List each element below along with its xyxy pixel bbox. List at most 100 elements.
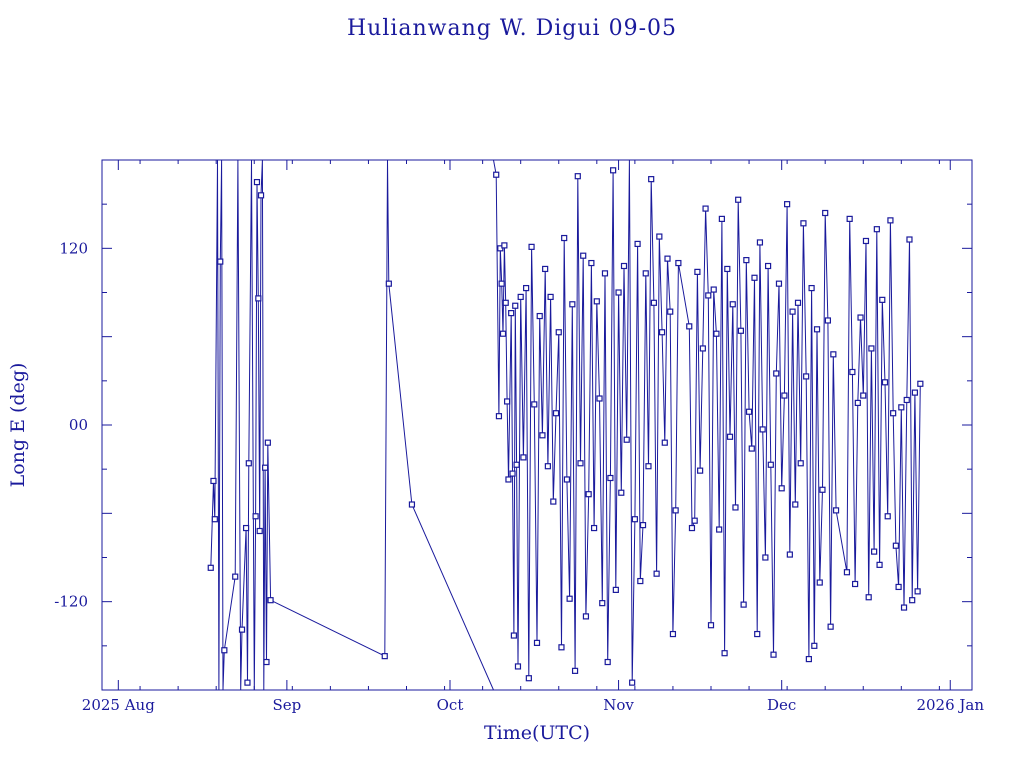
data-point (612, 586, 619, 593)
data-point (221, 647, 228, 654)
data-point (775, 280, 783, 287)
data-point (830, 351, 837, 358)
data-point (256, 527, 263, 535)
series-line (493, 160, 921, 683)
data-point (211, 516, 218, 523)
data-point (495, 413, 503, 420)
data-point (596, 395, 603, 402)
data-point (585, 491, 592, 498)
data-point (721, 650, 728, 657)
axis-ticks (101, 159, 972, 691)
data-point (590, 524, 598, 532)
data-point (514, 663, 522, 670)
data-point (816, 579, 823, 586)
data-point (656, 233, 663, 240)
data-point (513, 461, 520, 468)
data-point (588, 259, 595, 267)
data-point (536, 312, 543, 320)
data-point (244, 679, 251, 686)
data-point (873, 226, 880, 233)
data-point (523, 284, 530, 292)
data-point (653, 570, 660, 577)
data-point (245, 460, 252, 467)
data-point (862, 237, 870, 245)
data-point (786, 551, 793, 558)
data-point (868, 345, 875, 352)
data-point (857, 314, 864, 321)
data-point (688, 524, 696, 532)
data-point (509, 470, 516, 477)
data-point (794, 299, 802, 306)
data-point (849, 368, 856, 376)
data-point (675, 259, 682, 267)
data-point (724, 265, 731, 273)
data-point (697, 467, 704, 474)
data-point (745, 408, 753, 415)
data-point (550, 498, 557, 505)
data-point (743, 257, 750, 264)
data-point (903, 396, 910, 404)
x-tick-label: Nov (603, 696, 634, 714)
data-point (792, 501, 799, 508)
data-point (773, 370, 780, 377)
y-tick-label: 120 (59, 239, 88, 257)
data-point (385, 280, 392, 287)
data-point (604, 658, 611, 666)
data-point (618, 489, 625, 496)
data-point (517, 293, 524, 301)
data-point (499, 330, 507, 337)
data-point (781, 392, 788, 399)
data-point (569, 301, 576, 308)
data-point (210, 477, 217, 485)
data-point (501, 242, 508, 249)
data-point (686, 323, 693, 330)
data-point (555, 329, 562, 336)
data-point (762, 554, 769, 561)
data-point (408, 501, 416, 508)
data-point (865, 594, 872, 601)
chart-title: Hulianwang W. Digui 09-05 (346, 16, 678, 41)
data-point (255, 295, 262, 302)
data-point (252, 513, 259, 520)
data-point (759, 426, 766, 433)
data-point (539, 432, 546, 439)
data-point (503, 398, 511, 405)
data-point (637, 577, 644, 585)
series-lines (210, 160, 921, 690)
data-point (764, 262, 772, 270)
data-point (854, 399, 861, 407)
data-point (822, 209, 829, 217)
data-point (558, 644, 565, 651)
y-axis-label: Long E (deg) (7, 363, 29, 488)
x-tick-label: Oct (437, 696, 464, 714)
data-point (623, 436, 630, 443)
data-point (582, 613, 590, 620)
data-point (702, 205, 709, 212)
data-point (754, 630, 761, 638)
data-point (577, 460, 584, 467)
data-point (819, 486, 826, 493)
data-point (566, 595, 573, 602)
data-point (238, 626, 246, 633)
data-point (525, 675, 532, 682)
data-point (642, 270, 649, 277)
data-point (607, 474, 614, 482)
x-tick-labels: 2025 Aug Sep Oct Nov Dec 2026 Jan (82, 696, 985, 714)
data-point (824, 317, 832, 324)
data-point (629, 679, 636, 686)
data-point (892, 542, 899, 549)
data-point (909, 597, 916, 604)
data-point (735, 196, 742, 203)
data-point (599, 600, 606, 607)
data-point (544, 463, 551, 470)
data-point (574, 173, 581, 180)
data-point (610, 167, 617, 174)
data-point (767, 461, 774, 468)
data-point (778, 485, 785, 492)
data-point (705, 292, 712, 299)
data-point (917, 380, 924, 387)
data-point (906, 236, 913, 243)
data-point (232, 573, 239, 580)
data-point (713, 330, 720, 337)
data-point (813, 326, 821, 333)
